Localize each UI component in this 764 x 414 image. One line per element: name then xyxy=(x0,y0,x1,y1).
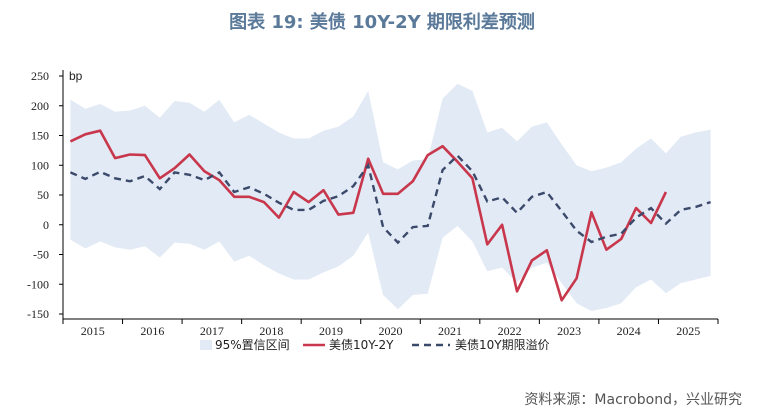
x-tick-label: 2025 xyxy=(676,324,700,338)
series-line-term-premium xyxy=(69,154,711,245)
legend-premium-label: 美债10Y期限溢价 xyxy=(455,338,550,352)
y-tick-label: -100 xyxy=(27,277,49,291)
y-tick-label: 100 xyxy=(31,158,49,172)
axis-layer: 250 200 150 100 50 0 -50 -100 -150 bp 2015 2016 2017… xyxy=(27,69,719,338)
x-tick-label: 2018 xyxy=(259,324,283,338)
y-tick-label: 200 xyxy=(31,99,49,113)
source-note: 资料来源：Macrobond，兴业研究 xyxy=(524,392,742,408)
x-tick-label: 2021 xyxy=(438,324,462,338)
x-tick-label: 2019 xyxy=(319,324,343,338)
series-layer xyxy=(69,129,711,302)
confidence-band-area xyxy=(70,83,711,311)
legend-band-swatch xyxy=(200,340,212,350)
y-tick-label: 50 xyxy=(37,188,49,202)
x-tick-label: 2016 xyxy=(140,324,164,338)
y-tick-label: -50 xyxy=(33,248,49,262)
legend-spread-label: 美债10Y-2Y xyxy=(329,338,394,352)
x-tick-label: 2023 xyxy=(557,324,581,338)
y-tick-label: -150 xyxy=(27,307,49,321)
series-line-10y-2y-spread xyxy=(69,129,668,302)
x-tick-label: 2022 xyxy=(498,324,522,338)
y-tick-label: 150 xyxy=(31,129,49,143)
x-tick-label: 2015 xyxy=(81,324,105,338)
confidence-band-layer xyxy=(70,83,711,311)
chart-title: 图表 19: 美债 10Y-2Y 期限利差预测 xyxy=(229,12,535,33)
x-tick-label: 2024 xyxy=(617,324,641,338)
y-tick-label: 0 xyxy=(43,218,49,232)
x-tick-label: 2020 xyxy=(379,324,403,338)
y-tick-label: 250 xyxy=(31,69,49,83)
legend-band-label: 95%置信区间 xyxy=(215,338,290,352)
y-unit-label: bp xyxy=(69,69,83,83)
legend: 95%置信区间 美债10Y-2Y 美债10Y期限溢价 xyxy=(200,338,550,352)
x-tick-label: 2017 xyxy=(200,324,224,338)
